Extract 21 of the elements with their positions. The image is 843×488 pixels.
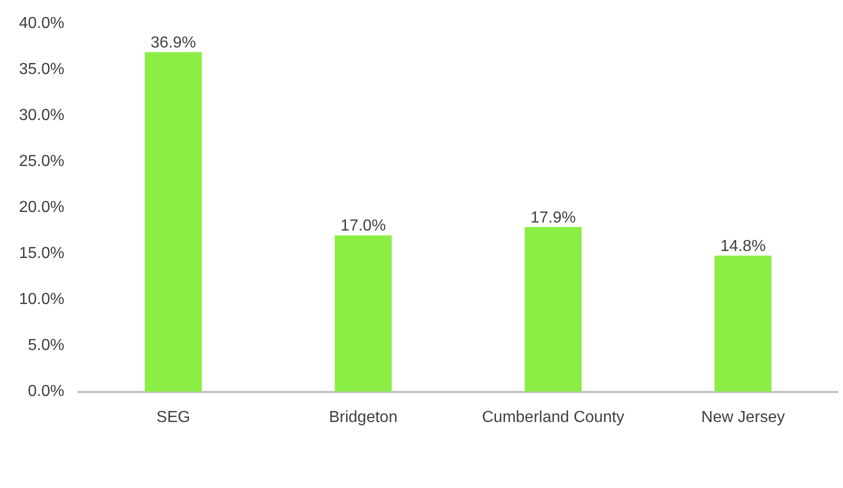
bar [714,256,772,392]
bar [334,235,392,392]
x-tick-label: Bridgeton [328,408,398,426]
y-tick-label: 5.0% [28,337,64,354]
data-label: 36.9% [150,34,196,52]
y-tick-label: 40.0% [18,15,64,32]
y-tick-label: 20.0% [18,199,64,216]
bar [144,52,202,392]
data-label: 17.9% [530,209,576,226]
x-tick-label: Cumberland County [482,408,624,426]
y-tick-label: 0.0% [28,383,64,400]
bar [524,227,582,392]
y-tick-label: 35.0% [18,61,64,78]
y-tick-label: 25.0% [18,153,64,170]
x-tick-label: SEG [156,408,190,426]
x-tick-label: New Jersey [701,408,785,426]
y-tick-label: 15.0% [18,245,64,262]
y-tick-label: 30.0% [18,107,64,124]
y-tick-label: 10.0% [18,291,64,308]
data-label: 17.0% [340,218,386,235]
data-label: 14.8% [720,238,766,255]
